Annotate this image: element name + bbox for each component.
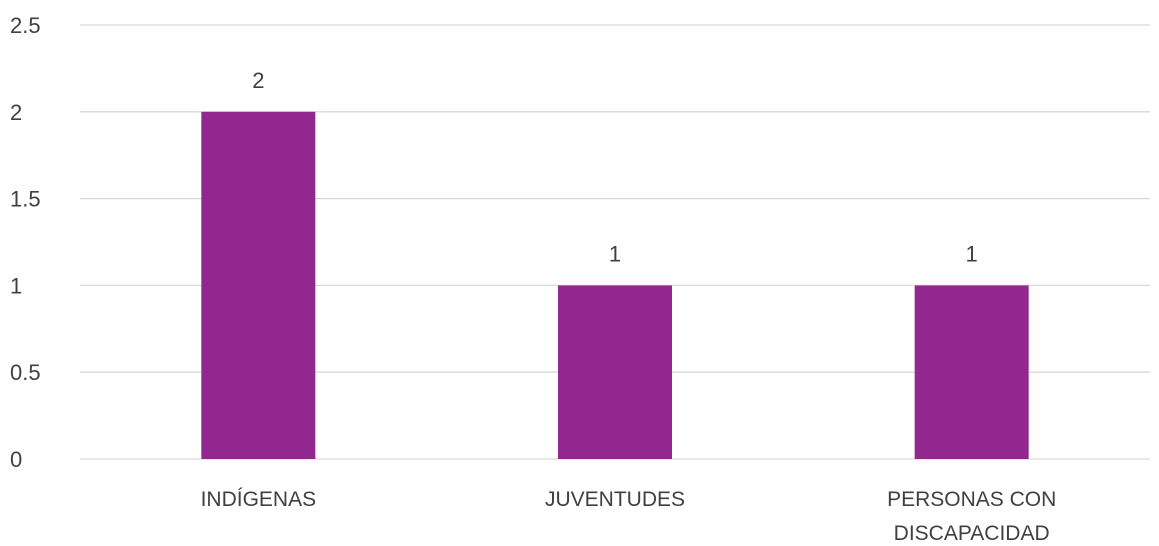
y-tick-label: 1.5 [10,187,41,212]
data-label: 1 [609,241,621,266]
y-axis-tick-labels: 0 0.5 1 1.5 2 2.5 [10,13,41,472]
x-category-label: JUVENTUDES [545,488,685,511]
y-tick-label: 1 [10,273,22,298]
bars [201,111,1029,460]
bar [914,285,1029,459]
data-label: 2 [252,68,264,93]
bar [201,111,316,460]
x-axis-category-labels: INDÍGENAS JUVENTUDES PERSONAS CON DISCAPACI… [201,488,1057,545]
y-tick-label: 0 [10,447,22,472]
y-tick-label: 2 [10,100,22,125]
x-category-label: PERSONAS CON DISCAPACIDAD [887,488,1056,545]
y-tick-label: 0.5 [10,360,41,385]
y-tick-label: 2.5 [10,13,41,38]
data-labels: 2 1 1 [252,68,978,267]
bar [558,285,672,459]
data-label: 1 [966,241,978,266]
x-category-label: INDÍGENAS [201,488,317,511]
